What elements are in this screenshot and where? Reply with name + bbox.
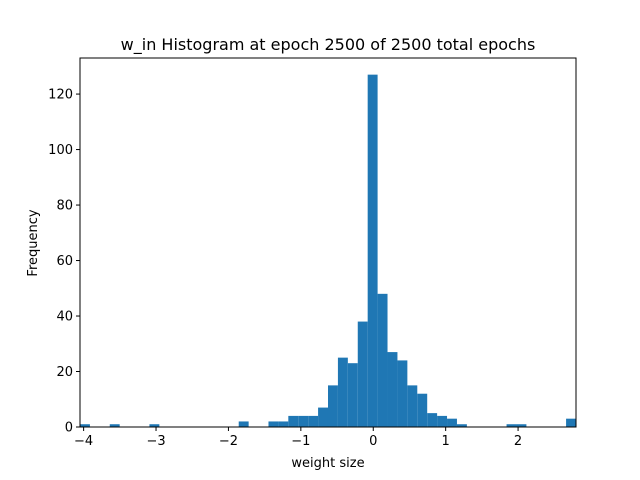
y-tick-label: 0 bbox=[65, 421, 73, 436]
histogram-bar-5 bbox=[278, 421, 289, 427]
x-tick-label: 1 bbox=[442, 434, 450, 449]
histogram-bar-15 bbox=[377, 293, 388, 427]
histogram-bar-17 bbox=[397, 360, 408, 427]
histogram-bar-3 bbox=[238, 421, 249, 427]
histogram-bar-9 bbox=[318, 407, 328, 427]
x-tick-label: −3 bbox=[146, 434, 165, 449]
histogram-bar-26 bbox=[566, 418, 576, 427]
chart-title: w_in Histogram at epoch 2500 of 2500 tot… bbox=[121, 35, 536, 55]
histogram-bar-11 bbox=[337, 357, 348, 427]
histogram-bar-22 bbox=[447, 418, 457, 427]
histogram-bar-13 bbox=[357, 321, 368, 427]
x-tick-label: −4 bbox=[74, 434, 93, 449]
x-tick-label: −1 bbox=[291, 434, 310, 449]
histogram-bar-10 bbox=[328, 385, 338, 427]
plot-frame bbox=[79, 57, 577, 428]
histogram-bar-21 bbox=[437, 415, 448, 427]
y-axis-label: Frequency bbox=[26, 209, 41, 276]
histogram-bar-12 bbox=[347, 363, 358, 427]
histogram-bar-8 bbox=[308, 415, 319, 427]
y-tick-label: 40 bbox=[56, 310, 73, 325]
histogram-bar-24 bbox=[506, 424, 517, 427]
histogram-bar-20 bbox=[427, 413, 438, 427]
histogram-bar-4 bbox=[268, 421, 279, 427]
x-tick-label: 0 bbox=[369, 434, 377, 449]
y-tick-label: 120 bbox=[48, 88, 73, 103]
histogram-bars bbox=[80, 74, 576, 428]
y-tick-label: 80 bbox=[56, 199, 73, 214]
histogram-bar-18 bbox=[407, 385, 418, 427]
x-tick-label: 2 bbox=[514, 434, 522, 449]
histogram-bar-14 bbox=[367, 74, 378, 428]
histogram-bar-25 bbox=[516, 424, 527, 427]
x-tick-label: −2 bbox=[219, 434, 238, 449]
histogram-bar-2 bbox=[149, 424, 160, 427]
histogram-bar-0 bbox=[80, 424, 90, 427]
histogram-bar-6 bbox=[288, 415, 299, 427]
histogram-bar-19 bbox=[417, 393, 428, 427]
x-axis-label: weight size bbox=[291, 456, 364, 471]
histogram-bar-7 bbox=[298, 415, 309, 427]
y-tick-label: 20 bbox=[56, 365, 73, 380]
histogram-bar-16 bbox=[387, 352, 398, 427]
histogram-bar-1 bbox=[109, 424, 120, 427]
y-tick-label: 100 bbox=[48, 143, 73, 158]
y-tick-label: 60 bbox=[56, 254, 73, 269]
histogram-bar-23 bbox=[456, 424, 467, 427]
